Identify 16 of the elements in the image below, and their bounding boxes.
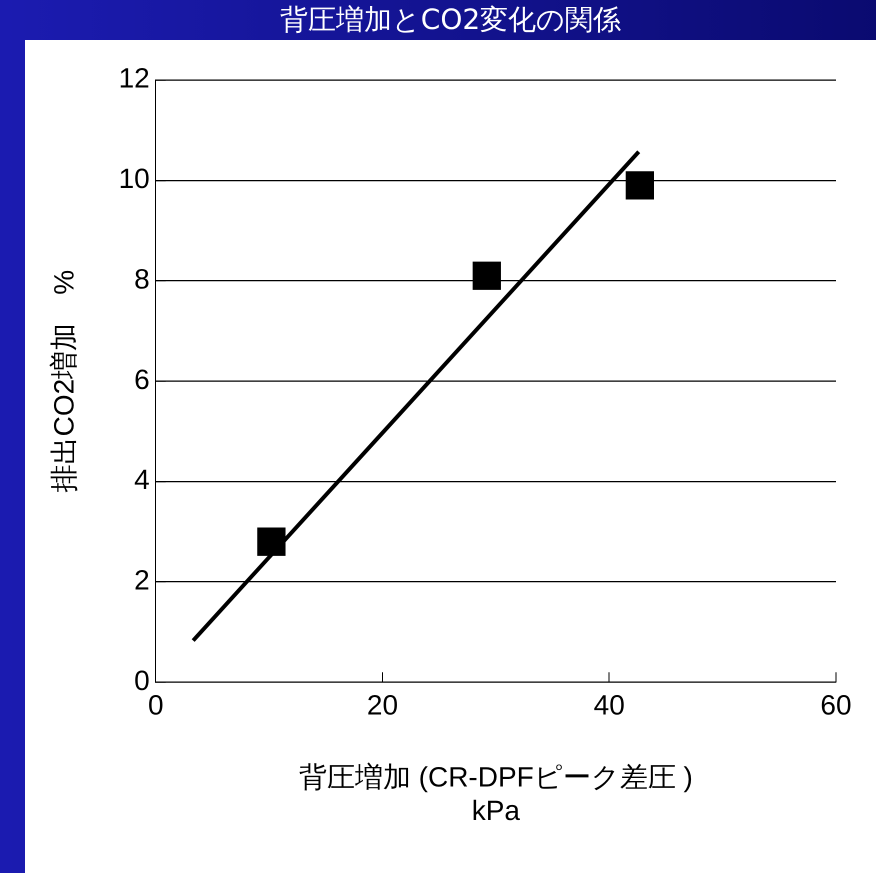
x-tick-label: 60 bbox=[820, 690, 852, 721]
y-tick-label: 10 bbox=[118, 163, 150, 194]
y-tick-label: 6 bbox=[134, 364, 150, 395]
x-axis-title: 背圧増加 (CR-DPFピーク差圧 ) kPa bbox=[298, 761, 693, 826]
y-axis-title: 排出CO2増加 % bbox=[48, 270, 80, 492]
y-tick-label: 0 bbox=[134, 664, 150, 696]
y-tick-label: 12 bbox=[118, 62, 150, 94]
point bbox=[626, 171, 654, 200]
point bbox=[257, 528, 286, 556]
y-tick-label: 8 bbox=[134, 263, 150, 294]
y-tick-label: 4 bbox=[134, 464, 150, 496]
x-tick-label: 40 bbox=[594, 690, 625, 721]
point bbox=[472, 262, 501, 290]
chart-title: 背圧増加とCO2変化の関係 bbox=[278, 2, 622, 38]
x-tick-label: 20 bbox=[366, 690, 398, 721]
y-tick-label: 2 bbox=[134, 564, 150, 596]
